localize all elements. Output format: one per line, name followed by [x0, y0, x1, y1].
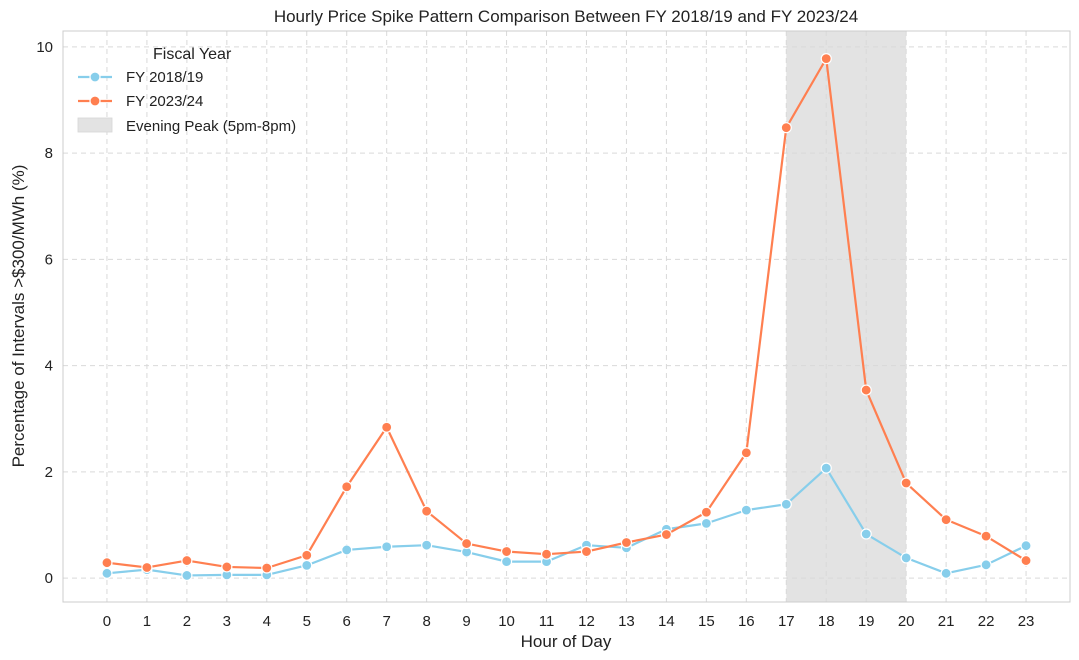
data-point-fy-2023-24 [221, 561, 233, 573]
data-point-fy-2023-24 [780, 122, 792, 134]
data-point-fy-2023-24 [181, 554, 193, 567]
y-tick-label: 2 [45, 464, 53, 481]
x-tick-label: 1 [143, 613, 151, 630]
data-point-fy-2018-19 [700, 517, 712, 529]
data-point-fy-2023-24 [900, 477, 912, 489]
data-point-fy-2018-19 [860, 528, 872, 540]
data-point-fy-2023-24 [341, 481, 353, 493]
data-point-fy-2023-24 [740, 447, 752, 459]
data-point-fy-2023-24 [1020, 554, 1032, 567]
x-tick-label: 10 [498, 613, 515, 630]
legend: Fiscal Year FY 2018/19 FY 2023/24 Evenin… [77, 46, 296, 135]
x-tick-label: 13 [618, 613, 635, 630]
x-tick-label: 6 [343, 613, 351, 630]
y-tick-label: 6 [45, 251, 53, 268]
x-tick-label: 3 [223, 613, 231, 630]
data-point-fy-2023-24 [820, 53, 832, 65]
y-axis-label: Percentage of Intervals >$300/MWh (%) [9, 165, 28, 468]
x-tick-label: 21 [938, 613, 955, 630]
y-tick-label: 4 [45, 358, 53, 375]
x-tick-label: 11 [539, 613, 555, 630]
x-tick-label: 19 [858, 613, 875, 630]
data-point-fy-2023-24 [940, 514, 952, 526]
data-point-fy-2023-24 [980, 530, 992, 542]
x-tick-label: 15 [698, 613, 715, 630]
data-point-fy-2023-24 [101, 557, 113, 569]
x-axis-label: Hour of Day [521, 632, 612, 651]
data-point-fy-2023-24 [860, 384, 872, 396]
data-point-fy-2018-19 [181, 569, 193, 582]
data-point-fy-2023-24 [460, 537, 473, 550]
x-tick-label: 9 [462, 613, 470, 630]
legend-swatch-marker-fy-2023-24 [89, 95, 101, 107]
x-tick-label: 8 [422, 613, 430, 630]
x-tick-label: 14 [658, 613, 675, 630]
data-point-fy-2023-24 [660, 528, 673, 541]
data-point-fy-2018-19 [381, 541, 393, 553]
x-tick-label: 22 [978, 613, 995, 630]
legend-swatch-evening-peak [77, 117, 113, 133]
y-tick-label: 10 [36, 39, 53, 56]
data-point-fy-2023-24 [700, 506, 712, 518]
x-tick-label: 7 [383, 613, 391, 630]
data-point-fy-2023-24 [540, 548, 553, 560]
x-axis: 0 1 2 3 4 5 6 7 8 9 10 11 12 13 14 15 16 17 18 19 20 21 22 23 [103, 613, 1035, 630]
legend-label-fy-2023-24: FY 2023/24 [126, 93, 203, 110]
legend-swatch-marker-fy-2018-19 [89, 71, 101, 83]
data-point-fy-2018-19 [1020, 540, 1032, 552]
chart-title: Hourly Price Spike Pattern Comparison Be… [274, 7, 858, 26]
x-tick-label: 17 [778, 613, 795, 630]
x-tick-label: 4 [263, 613, 271, 630]
plot-area [63, 31, 1070, 602]
data-point-fy-2023-24 [500, 545, 513, 558]
data-point-fy-2018-19 [301, 559, 313, 571]
data-point-fy-2023-24 [301, 549, 313, 561]
data-point-fy-2023-24 [620, 536, 633, 549]
x-tick-label: 0 [103, 613, 111, 630]
data-point-fy-2018-19 [980, 559, 992, 571]
data-point-fy-2023-24 [421, 505, 433, 517]
y-axis: 0 2 4 6 8 10 [36, 39, 53, 587]
data-point-fy-2023-24 [141, 561, 153, 574]
legend-label-fy-2018-19: FY 2018/19 [126, 69, 203, 86]
x-tick-label: 16 [738, 613, 755, 630]
x-tick-label: 5 [303, 613, 311, 630]
x-tick-label: 12 [578, 613, 595, 630]
data-point-fy-2018-19 [341, 544, 353, 556]
data-point-fy-2023-24 [381, 421, 393, 433]
shaded-region-layer [786, 31, 907, 602]
series-layer [101, 53, 1032, 582]
series-line-fy-2023-24 [106, 57, 1027, 570]
data-point-fy-2018-19 [421, 539, 433, 551]
data-point-fy-2023-24 [580, 545, 593, 558]
data-point-fy-2018-19 [740, 504, 752, 516]
plot-frame [62, 30, 1071, 603]
shaded-region-evening-peak-5pm-8pm [786, 31, 907, 602]
x-tick-label: 18 [818, 613, 835, 630]
legend-title: Fiscal Year [153, 46, 232, 63]
x-tick-label: 23 [1018, 613, 1035, 630]
data-point-fy-2018-19 [820, 462, 832, 474]
x-tick-label: 2 [183, 613, 191, 630]
y-tick-label: 8 [45, 145, 53, 162]
data-point-fy-2018-19 [940, 567, 952, 579]
series-fy-2023-24 [101, 53, 1032, 574]
x-tick-label: 20 [898, 613, 915, 630]
legend-label-evening-peak: Evening Peak (5pm-8pm) [126, 118, 296, 135]
data-point-fy-2018-19 [900, 552, 912, 564]
data-point-fy-2018-19 [780, 498, 792, 510]
y-tick-label: 0 [45, 570, 53, 587]
data-point-fy-2023-24 [261, 562, 273, 574]
data-point-fy-2018-19 [500, 556, 513, 568]
data-point-fy-2018-19 [101, 567, 113, 579]
